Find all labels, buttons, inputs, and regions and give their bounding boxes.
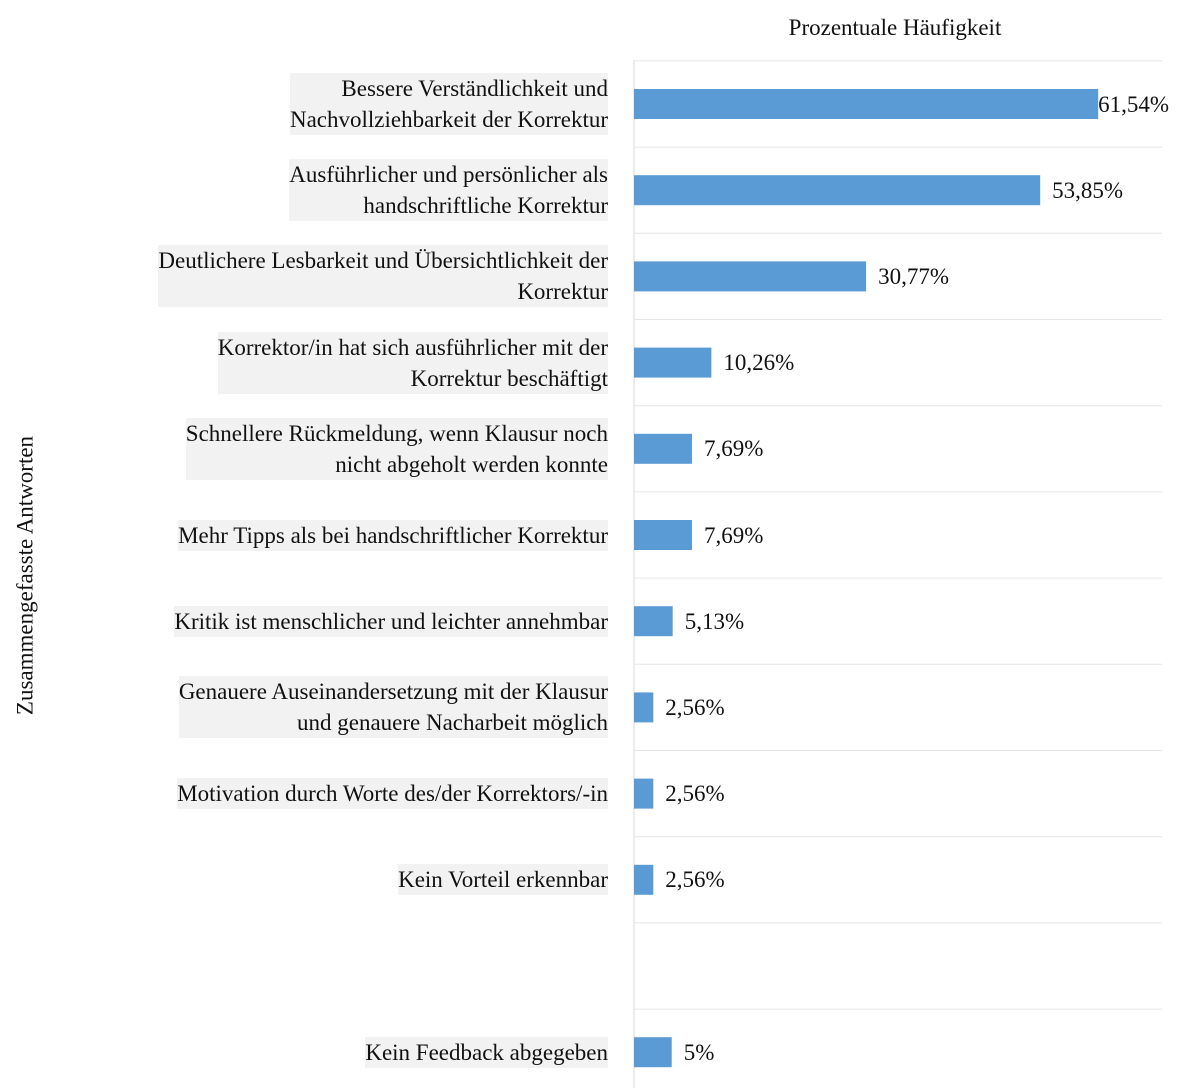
value-label: 5%	[683, 1039, 715, 1065]
bar	[634, 433, 693, 464]
value-label: 2,56%	[665, 867, 725, 893]
value-label: 61,54%	[1098, 91, 1170, 117]
chart-title: Prozentuale Häufigkeit	[788, 15, 1002, 40]
bar	[634, 778, 654, 809]
bar	[634, 347, 712, 378]
bar	[634, 1037, 672, 1068]
bar	[634, 606, 673, 637]
y-tick-label: Deutlichere Lesbarkeit und Übersichtlich…	[158, 245, 608, 308]
y-tick-label: Motivation durch Worte des/der Korrektor…	[177, 778, 608, 810]
value-label: 53,85%	[1052, 177, 1124, 203]
bar	[634, 692, 654, 723]
y-tick-label: Korrektor/in hat sich ausführlicher mit …	[217, 331, 608, 394]
value-label: 10,26%	[723, 350, 795, 376]
value-label: 2,56%	[665, 694, 725, 720]
bar	[634, 175, 1041, 206]
y-tick-label: Schnellere Rückmeldung, wenn Klausur noc…	[185, 417, 608, 480]
y-tick-label: Genauere Auseinandersetzung mit der Klau…	[178, 676, 608, 739]
value-label: 30,77%	[878, 263, 949, 289]
bar	[634, 89, 1099, 119]
y-axis-label: Zusammengefasste Antworten	[12, 435, 38, 716]
y-tick-label: Kritik ist menschlicher und leichter ann…	[174, 605, 608, 637]
y-tick-label: Mehr Tipps als bei handschriftlicher Kor…	[178, 519, 608, 551]
bar	[634, 261, 867, 292]
bar	[634, 864, 654, 895]
value-label: 7,69%	[704, 522, 764, 548]
bar	[634, 520, 693, 550]
value-label: 7,69%	[704, 436, 764, 462]
value-label: 5,13%	[684, 608, 745, 634]
y-tick-label: Kein Vorteil erkennbar	[398, 864, 608, 896]
y-tick-label: Bessere Verständlichkeit und Nachvollzie…	[289, 73, 608, 135]
value-label: 2,56%	[665, 781, 725, 807]
y-tick-label: Kein Feedback abgegeben	[365, 1036, 608, 1068]
y-tick-label: Ausführlicher und persönlicher als hands…	[289, 159, 608, 222]
